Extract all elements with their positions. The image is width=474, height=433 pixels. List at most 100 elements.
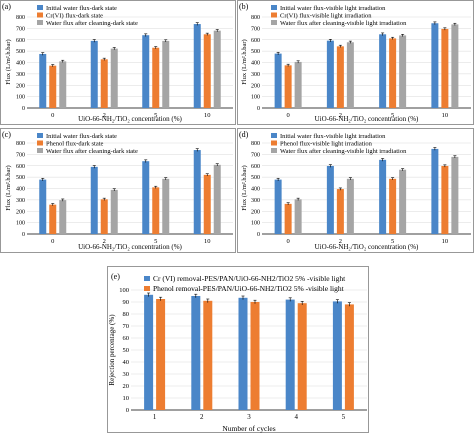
x-tick-label: 3 (247, 413, 251, 421)
legend-swatch (144, 286, 150, 291)
x-tick-label: 10 (204, 238, 211, 245)
legend-entry: Water flux after cleaning-dark state (46, 20, 138, 27)
y-tick-label: 200 (16, 209, 25, 215)
chart-panel-5: (e) 0 10 20 30 40 50 60 70 80 90 100 1 2 3 4 5 Number of … (107, 266, 369, 433)
legend-entry: Initial water flux-dark state (46, 133, 117, 140)
bar (284, 203, 292, 234)
y-tick-label: 0 (257, 232, 260, 238)
y-tick-label: 40 (123, 359, 130, 366)
x-tick-label: 0 (51, 238, 54, 245)
y-tick-label: 700 (16, 26, 25, 32)
bar (142, 35, 150, 109)
bar (344, 304, 354, 410)
legend-entry: Initial water flux-visible light irradia… (280, 133, 386, 140)
legend-swatch (271, 12, 277, 18)
bar (389, 178, 397, 234)
y-tick-label: 0 (22, 106, 25, 112)
bar (203, 174, 211, 234)
bar (142, 161, 150, 234)
y-tick-label: 800 (16, 15, 25, 21)
legend-entry: Phenol flux-visible light irradiation (280, 141, 373, 148)
panel-label: (d) (239, 130, 249, 139)
y-tick-label: 100 (119, 287, 129, 294)
bar (399, 169, 407, 234)
bar (191, 296, 201, 410)
x-tick-label: 5 (391, 112, 394, 119)
y-tick-label: 20 (123, 383, 130, 390)
x-axis-label: UiO-66-NH₂/TiO₂ concentration (%) (78, 115, 182, 123)
bar (100, 199, 108, 234)
bar (451, 156, 459, 234)
y-tick-label: 100 (16, 95, 25, 101)
y-tick-label: 200 (251, 83, 260, 89)
bar (39, 53, 47, 108)
y-tick-label: 30 (123, 371, 130, 378)
y-tick-label: 0 (257, 106, 260, 112)
bar (90, 40, 98, 109)
y-tick-label: 600 (251, 164, 260, 170)
y-tick-label: 300 (16, 198, 25, 204)
x-axis-label: Number of cycles (222, 424, 275, 433)
y-tick-label: 0 (126, 407, 129, 414)
y-tick-label: 800 (251, 15, 260, 21)
y-tick-label: 70 (123, 323, 130, 330)
legend-entry: Initial water flux-visible light irradia… (280, 5, 386, 12)
bar (238, 297, 248, 410)
bar (274, 53, 282, 108)
bar (156, 299, 166, 410)
panel-label: (a) (2, 2, 11, 11)
y-tick-label: 300 (251, 198, 260, 204)
bar (379, 159, 387, 234)
x-tick-label: 2 (103, 112, 106, 119)
bar (297, 303, 307, 410)
x-tick-label: 2 (339, 238, 342, 245)
legend-swatch (37, 133, 43, 138)
panel-label: (b) (239, 2, 249, 11)
legend-swatch (37, 140, 43, 146)
x-axis-label: UiO-66-NH₂/TiO₂ concentration (%) (78, 243, 182, 251)
chart-panel-2: (b) 0 100 200 300 400 500 600 700 800 0 2 5 10 UiO-66-… (237, 0, 474, 125)
y-tick-label: 800 (251, 141, 260, 147)
bar (193, 24, 201, 109)
y-tick-label: 10 (123, 395, 130, 402)
y-tick-label: 300 (16, 72, 25, 78)
y-tick-label: 400 (16, 187, 25, 193)
y-tick-label: 700 (251, 152, 260, 158)
y-tick-label: 600 (16, 164, 25, 170)
bar (213, 164, 221, 234)
legend-swatch (271, 148, 277, 153)
legend-swatch (271, 20, 277, 25)
legend-swatch (37, 12, 43, 18)
x-tick-label: 4 (294, 413, 298, 421)
bar (379, 34, 387, 108)
y-tick-label: 600 (16, 38, 25, 44)
y-tick-label: 500 (251, 49, 260, 55)
bar (284, 65, 292, 108)
legend-entry: Water flux after cleaning-visible light … (280, 20, 407, 27)
bar (144, 294, 154, 410)
x-tick-label: 1 (153, 413, 157, 421)
bar (152, 47, 160, 108)
legend-swatch (37, 5, 43, 10)
legend-swatch (37, 20, 43, 25)
bar (451, 24, 459, 108)
bar (431, 23, 439, 109)
y-tick-label: 700 (251, 26, 260, 32)
y-axis-label: Rejection percentage (%) (108, 314, 116, 386)
y-tick-label: 90 (123, 299, 130, 306)
bar (336, 46, 344, 108)
y-tick-label: 80 (123, 311, 130, 318)
bar (110, 189, 118, 234)
bar (49, 65, 57, 108)
legend-entry: Water flux after cleaning-visible light … (280, 148, 407, 155)
bar (326, 40, 334, 108)
bar (59, 200, 67, 234)
bar (162, 178, 170, 234)
y-tick-label: 50 (123, 347, 130, 354)
x-tick-label: 10 (204, 112, 211, 119)
bar (294, 199, 302, 234)
x-tick-label: 5 (391, 238, 394, 245)
legend-entry: Initial water flux-dark state (46, 5, 117, 12)
y-tick-label: 300 (251, 72, 260, 78)
chart-panel-4: (d) 0 100 200 300 400 500 600 700 800 0 2 5 10 UiO-66-… (237, 128, 474, 253)
